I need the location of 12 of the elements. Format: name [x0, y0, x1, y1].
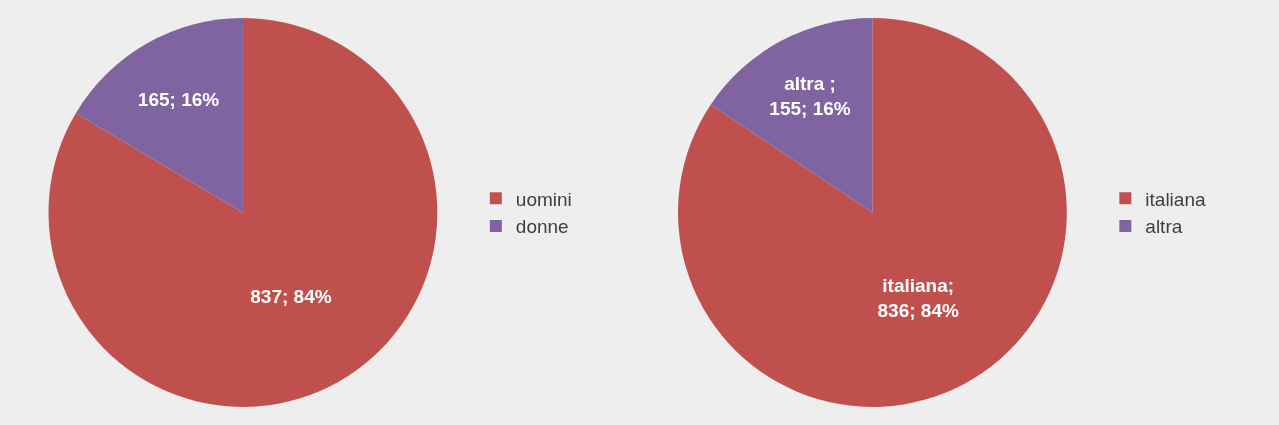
legend-label: italiana: [1145, 188, 1206, 210]
data-label: altra ; 155; 16%: [769, 73, 851, 119]
data-label: 165; 16%: [137, 88, 220, 110]
data-label: italiana; 836; 84%: [877, 275, 959, 322]
pie-slice: [678, 18, 1067, 407]
pie-slice: [710, 18, 873, 213]
legend-label: altra: [1145, 216, 1183, 238]
pie-slice: [48, 18, 438, 407]
pie-slice: [75, 18, 243, 213]
legend-label: uomini: [515, 188, 572, 210]
data-label: 837; 84%: [250, 286, 332, 308]
legend-label: donne: [515, 216, 569, 238]
